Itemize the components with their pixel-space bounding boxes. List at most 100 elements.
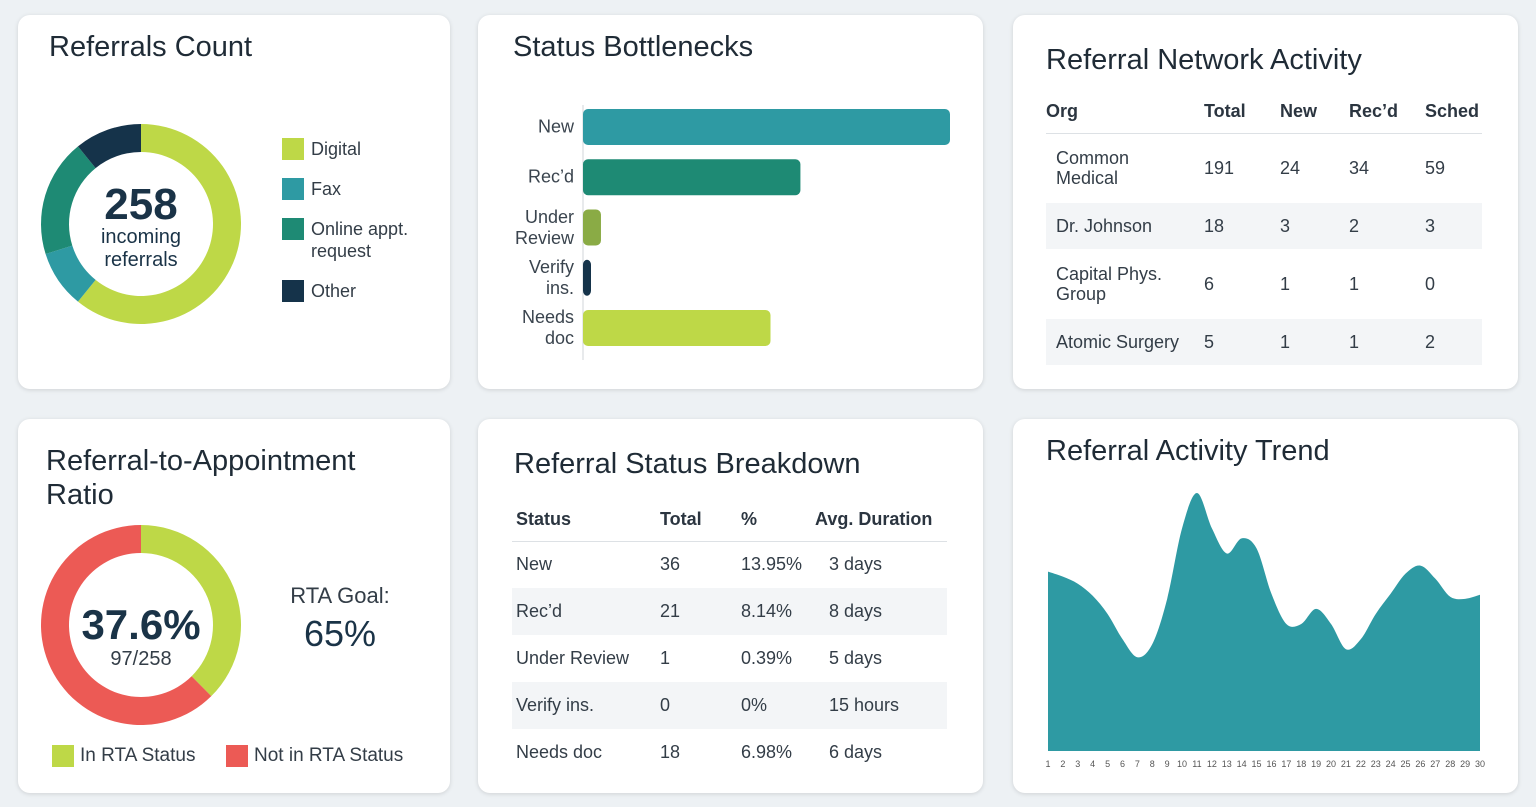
cell-text: 3 <box>1425 215 1436 236</box>
table-cell: 6 days <box>815 729 947 776</box>
table-cell: 0.39% <box>741 635 815 682</box>
legend-swatch <box>282 218 304 240</box>
x-tick-label: 25 <box>1401 759 1411 769</box>
table-row: Verify ins. 0 0% 15 hours <box>512 682 947 729</box>
table-cell: 15 hours <box>815 682 947 729</box>
donut-segment <box>45 245 96 302</box>
table-cell: Rec’d <box>512 588 660 635</box>
table-cell: 191 <box>1204 133 1280 203</box>
x-tick-label: 9 <box>1165 759 1170 769</box>
legend-item: Other <box>282 280 429 302</box>
table-cell: 21 <box>660 588 741 635</box>
cell-text: 6 days <box>829 742 883 762</box>
cell-text: 6.98% <box>741 742 793 762</box>
card <box>478 419 983 793</box>
table-cell: 3 days <box>815 541 947 588</box>
table-cell: 1 <box>660 635 741 682</box>
table-cell: 6 <box>1204 249 1280 319</box>
x-tick-label: 12 <box>1207 759 1217 769</box>
column-header: New <box>1280 90 1349 134</box>
x-tick-label: 1 <box>1045 759 1050 769</box>
column-header: Org <box>1046 90 1204 134</box>
table-cell: Verify ins. <box>512 682 660 729</box>
cell-text: 0.39% <box>741 648 793 668</box>
donut-segment <box>40 525 212 726</box>
goal-value: 65% <box>303 613 377 654</box>
bar <box>583 159 801 196</box>
bar-label: Verify ins. <box>528 256 574 298</box>
x-tick-label: 3 <box>1075 759 1080 769</box>
table-cell: 2 <box>1425 319 1482 365</box>
cell-text: 5 days <box>829 648 883 668</box>
x-tick-label: 17 <box>1281 759 1291 769</box>
center-value: 37.6% <box>81 601 201 648</box>
table-cell: 1 <box>1349 249 1425 319</box>
column-header: Status <box>512 499 660 542</box>
donut-segment <box>77 124 141 169</box>
cell-text: 191 <box>1204 157 1235 178</box>
donut-segment <box>40 146 96 254</box>
x-tick-label: 16 <box>1266 759 1276 769</box>
cell-text: 1 <box>660 648 671 668</box>
x-tick-label: 28 <box>1445 759 1455 769</box>
column-header: Total <box>1204 90 1280 134</box>
table-cell: 6.98% <box>741 729 815 776</box>
legend-swatch <box>282 280 304 302</box>
x-tick-label: 11 <box>1192 759 1201 769</box>
cell-text: Capital Phys. Group <box>1056 264 1163 304</box>
center-value: 258 <box>104 180 178 229</box>
cell-text: 24 <box>1280 157 1301 178</box>
donut-segment <box>141 525 241 697</box>
cell-text: 5 <box>1204 331 1215 352</box>
x-tick-label: 15 <box>1252 759 1262 769</box>
x-tick-label: 21 <box>1341 759 1351 769</box>
x-tick-label: 4 <box>1090 759 1095 769</box>
legend-item: Digital <box>282 138 429 160</box>
table-cell: Under Review <box>512 635 660 682</box>
cell-text: 21 <box>660 601 681 621</box>
table-cell: 0% <box>741 682 815 729</box>
x-tick-label: 24 <box>1386 759 1396 769</box>
legend-swatch <box>282 178 304 200</box>
table-row: Capital Phys. Group 6 1 1 0 <box>1046 249 1482 319</box>
x-tick-label: 22 <box>1356 759 1366 769</box>
cell-text: 2 <box>1425 331 1436 352</box>
status-table: Status Total% Avg. Duration New 36 13.95% 3 da… <box>512 499 947 776</box>
legend-label: Digital <box>311 139 362 159</box>
legend-swatch <box>52 745 74 767</box>
legend-label: Online appt. request <box>311 219 409 261</box>
cell-text: 1 <box>1349 273 1360 294</box>
column-header: Sched <box>1425 90 1482 134</box>
column-header: Avg. Duration <box>815 499 947 542</box>
x-tick-label: 7 <box>1135 759 1140 769</box>
x-tick-label: 29 <box>1460 759 1470 769</box>
x-tick-label: 26 <box>1415 759 1425 769</box>
table-cell: 3 <box>1280 203 1349 249</box>
column-header: Rec’d <box>1349 90 1425 134</box>
table-cell: 1 <box>1280 249 1349 319</box>
table-cell: Atomic Surgery <box>1046 319 1204 365</box>
table-cell: 13.95% <box>741 541 815 588</box>
legend-item: In RTA Status <box>52 745 195 767</box>
bar-label: Under Review <box>514 206 574 248</box>
x-tick-label: 23 <box>1371 759 1381 769</box>
table-row: Rec’d 21 8.14% 8 days <box>512 588 947 635</box>
cell-text: 15 hours <box>829 695 900 715</box>
cell-text: 0% <box>741 695 768 715</box>
area <box>1048 493 1480 751</box>
cell-text: 1 <box>1349 331 1360 352</box>
bar <box>583 109 950 145</box>
legend-swatch <box>226 745 248 767</box>
bar <box>583 310 771 346</box>
table-cell: New <box>512 541 660 588</box>
cell-text: Verify ins. <box>516 695 595 715</box>
cell-text: 1 <box>1280 331 1291 352</box>
legend-label: Not in RTA Status <box>254 745 404 766</box>
card-title: Status Bottlenecks <box>513 31 754 63</box>
cell-text: 3 <box>1280 215 1291 236</box>
table-cell: Dr. Johnson <box>1046 203 1204 249</box>
column-header: Total <box>660 499 741 542</box>
table-row: Dr. Johnson 18 3 2 3 <box>1046 203 1482 249</box>
bar <box>583 259 591 296</box>
